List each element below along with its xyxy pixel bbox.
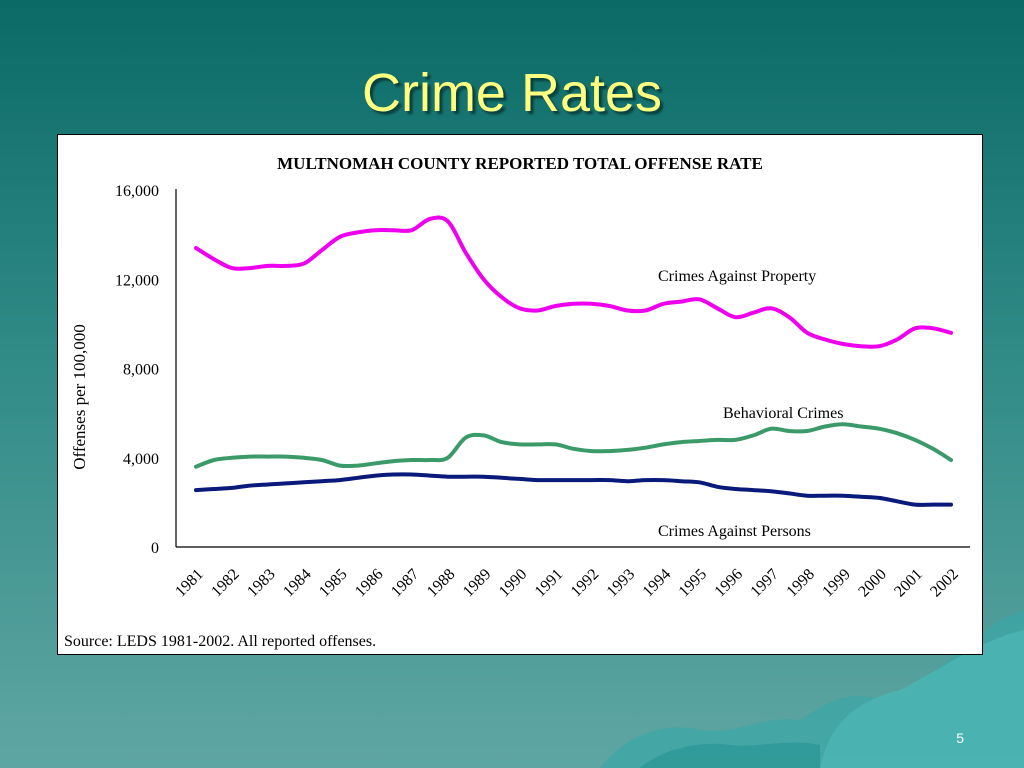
x-tick-labels: 1981 1982 1983 1984 1985 1986 1987 1988 1989 1990… [172,566,962,601]
x-tick-label: 1995 [676,566,711,601]
series-line-crimes-against-persons [194,472,953,507]
annotation-property: Crimes Against Property [658,268,816,285]
x-tick-label: 2000 [855,566,890,601]
chart-title: MULTNOMAH COUNTY REPORTED TOTAL OFFENSE … [277,154,763,173]
x-tick-label: 1991 [532,566,567,601]
series-line-behavioral-crimes [194,422,953,469]
page-number: 5 [956,730,964,746]
chart-source-note: Source: LEDS 1981-2002. All reported off… [64,633,377,650]
x-tick-label: 1999 [819,566,854,601]
x-tick-label: 1988 [424,566,459,601]
x-tick-label: 2001 [891,566,926,601]
y-tick-label: 0 [151,540,159,557]
x-tick-label: 1982 [208,566,243,601]
series-lines [194,215,953,507]
y-tick-label: 12,000 [115,272,159,289]
annotation-behavioral: Behavioral Crimes [723,405,843,422]
y-axis-label: Offenses per 100,000 [70,324,89,470]
annotation-persons: Crimes Against Persons [658,523,811,540]
x-tick-label: 1987 [388,566,423,601]
x-tick-label: 1992 [568,566,603,601]
x-tick-label: 1989 [460,566,495,601]
chart-panel: MULTNOMAH COUNTY REPORTED TOTAL OFFENSE … [57,134,983,655]
x-tick-label: 1997 [747,566,782,601]
x-tick-label: 1985 [316,566,351,601]
x-tick-label: 1983 [244,566,279,601]
x-tick-label: 1996 [711,566,746,601]
y-tick-label: 4,000 [123,451,159,468]
x-tick-label: 1984 [280,566,315,601]
x-tick-label: 1986 [352,566,387,601]
x-tick-label: 1981 [172,566,207,601]
y-tick-label: 16,000 [115,183,159,200]
x-tick-label: 1998 [783,566,818,601]
series-line-crimes-against-property [194,215,953,349]
y-tick-labels: 0 4,000 8,000 12,000 16,000 [115,183,159,557]
x-tick-label: 1993 [604,566,639,601]
slide-title: Crime Rates [361,63,663,123]
x-tick-label: 1990 [496,566,531,601]
x-tick-label: 1994 [640,566,675,601]
x-tick-label: 2002 [927,566,962,601]
y-tick-label: 8,000 [123,362,159,379]
line-chart: MULTNOMAH COUNTY REPORTED TOTAL OFFENSE … [70,154,970,601]
